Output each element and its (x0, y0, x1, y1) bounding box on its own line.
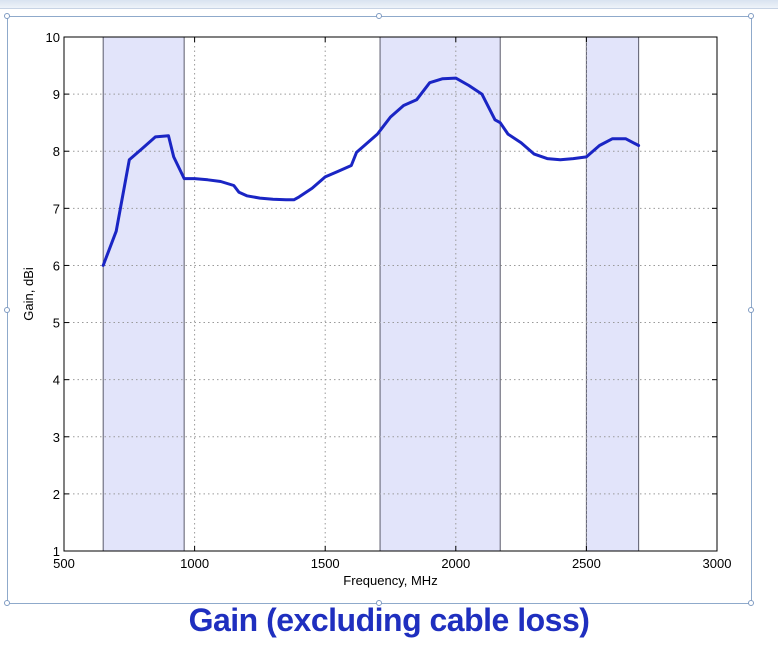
shaded-band-3 (586, 37, 639, 551)
x-tick-labels: 500 1000 1500 2000 2500 3000 (53, 556, 731, 571)
y-tick-label-1: 1 (53, 544, 60, 559)
resize-handle-bottom-left[interactable] (4, 600, 10, 606)
shaded-bands (102, 37, 640, 551)
resize-handle-middle-left[interactable] (4, 307, 10, 313)
resize-handle-bottom-right[interactable] (748, 600, 754, 606)
y-tick-label-10: 10 (46, 30, 60, 45)
plot-area-frame (63, 36, 718, 552)
y-tick-labels: 1 2 3 4 5 6 7 8 9 10 (46, 30, 60, 559)
x-tick-label-2500: 2500 (572, 556, 601, 571)
y-tick-label-7: 7 (53, 201, 60, 216)
x-tick-label-3000: 3000 (703, 556, 732, 571)
y-axis-label: Gain, dBi (21, 267, 36, 321)
resize-handle-top-right[interactable] (748, 13, 754, 19)
y-tick-label-8: 8 (53, 144, 60, 159)
gain-series-line (101, 76, 641, 267)
resize-handle-middle-right[interactable] (748, 307, 754, 313)
x-tick-label-1000: 1000 (180, 556, 209, 571)
resize-handle-top-left[interactable] (4, 13, 10, 19)
x-axis-label: Frequency, MHz (343, 573, 437, 588)
y-tick-label-4: 4 (53, 373, 60, 388)
gain-chart: 500 1000 1500 2000 2500 3000 1 2 3 4 5 6 7 8 9 10 Freq… (21, 30, 731, 588)
shaded-band-2 (380, 37, 501, 551)
slide-caption: Gain (excluding cable loss) (188, 602, 590, 638)
resize-handle-bottom-middle[interactable] (376, 600, 382, 606)
y-tick-label-3: 3 (53, 430, 60, 445)
shaded-band-1 (103, 37, 185, 551)
x-tick-label-500: 500 (53, 556, 75, 571)
y-tick-label-9: 9 (53, 87, 60, 102)
x-tick-label-1500: 1500 (311, 556, 340, 571)
chart-selection-frame[interactable] (4, 13, 754, 606)
y-tick-label-6: 6 (53, 258, 60, 273)
y-tick-label-2: 2 (53, 487, 60, 502)
x-tick-label-2000: 2000 (441, 556, 470, 571)
y-tick-label-5: 5 (53, 316, 60, 331)
resize-handle-top-middle[interactable] (376, 13, 382, 19)
slide-top-border (0, 0, 778, 9)
axis-ticks (63, 36, 718, 552)
